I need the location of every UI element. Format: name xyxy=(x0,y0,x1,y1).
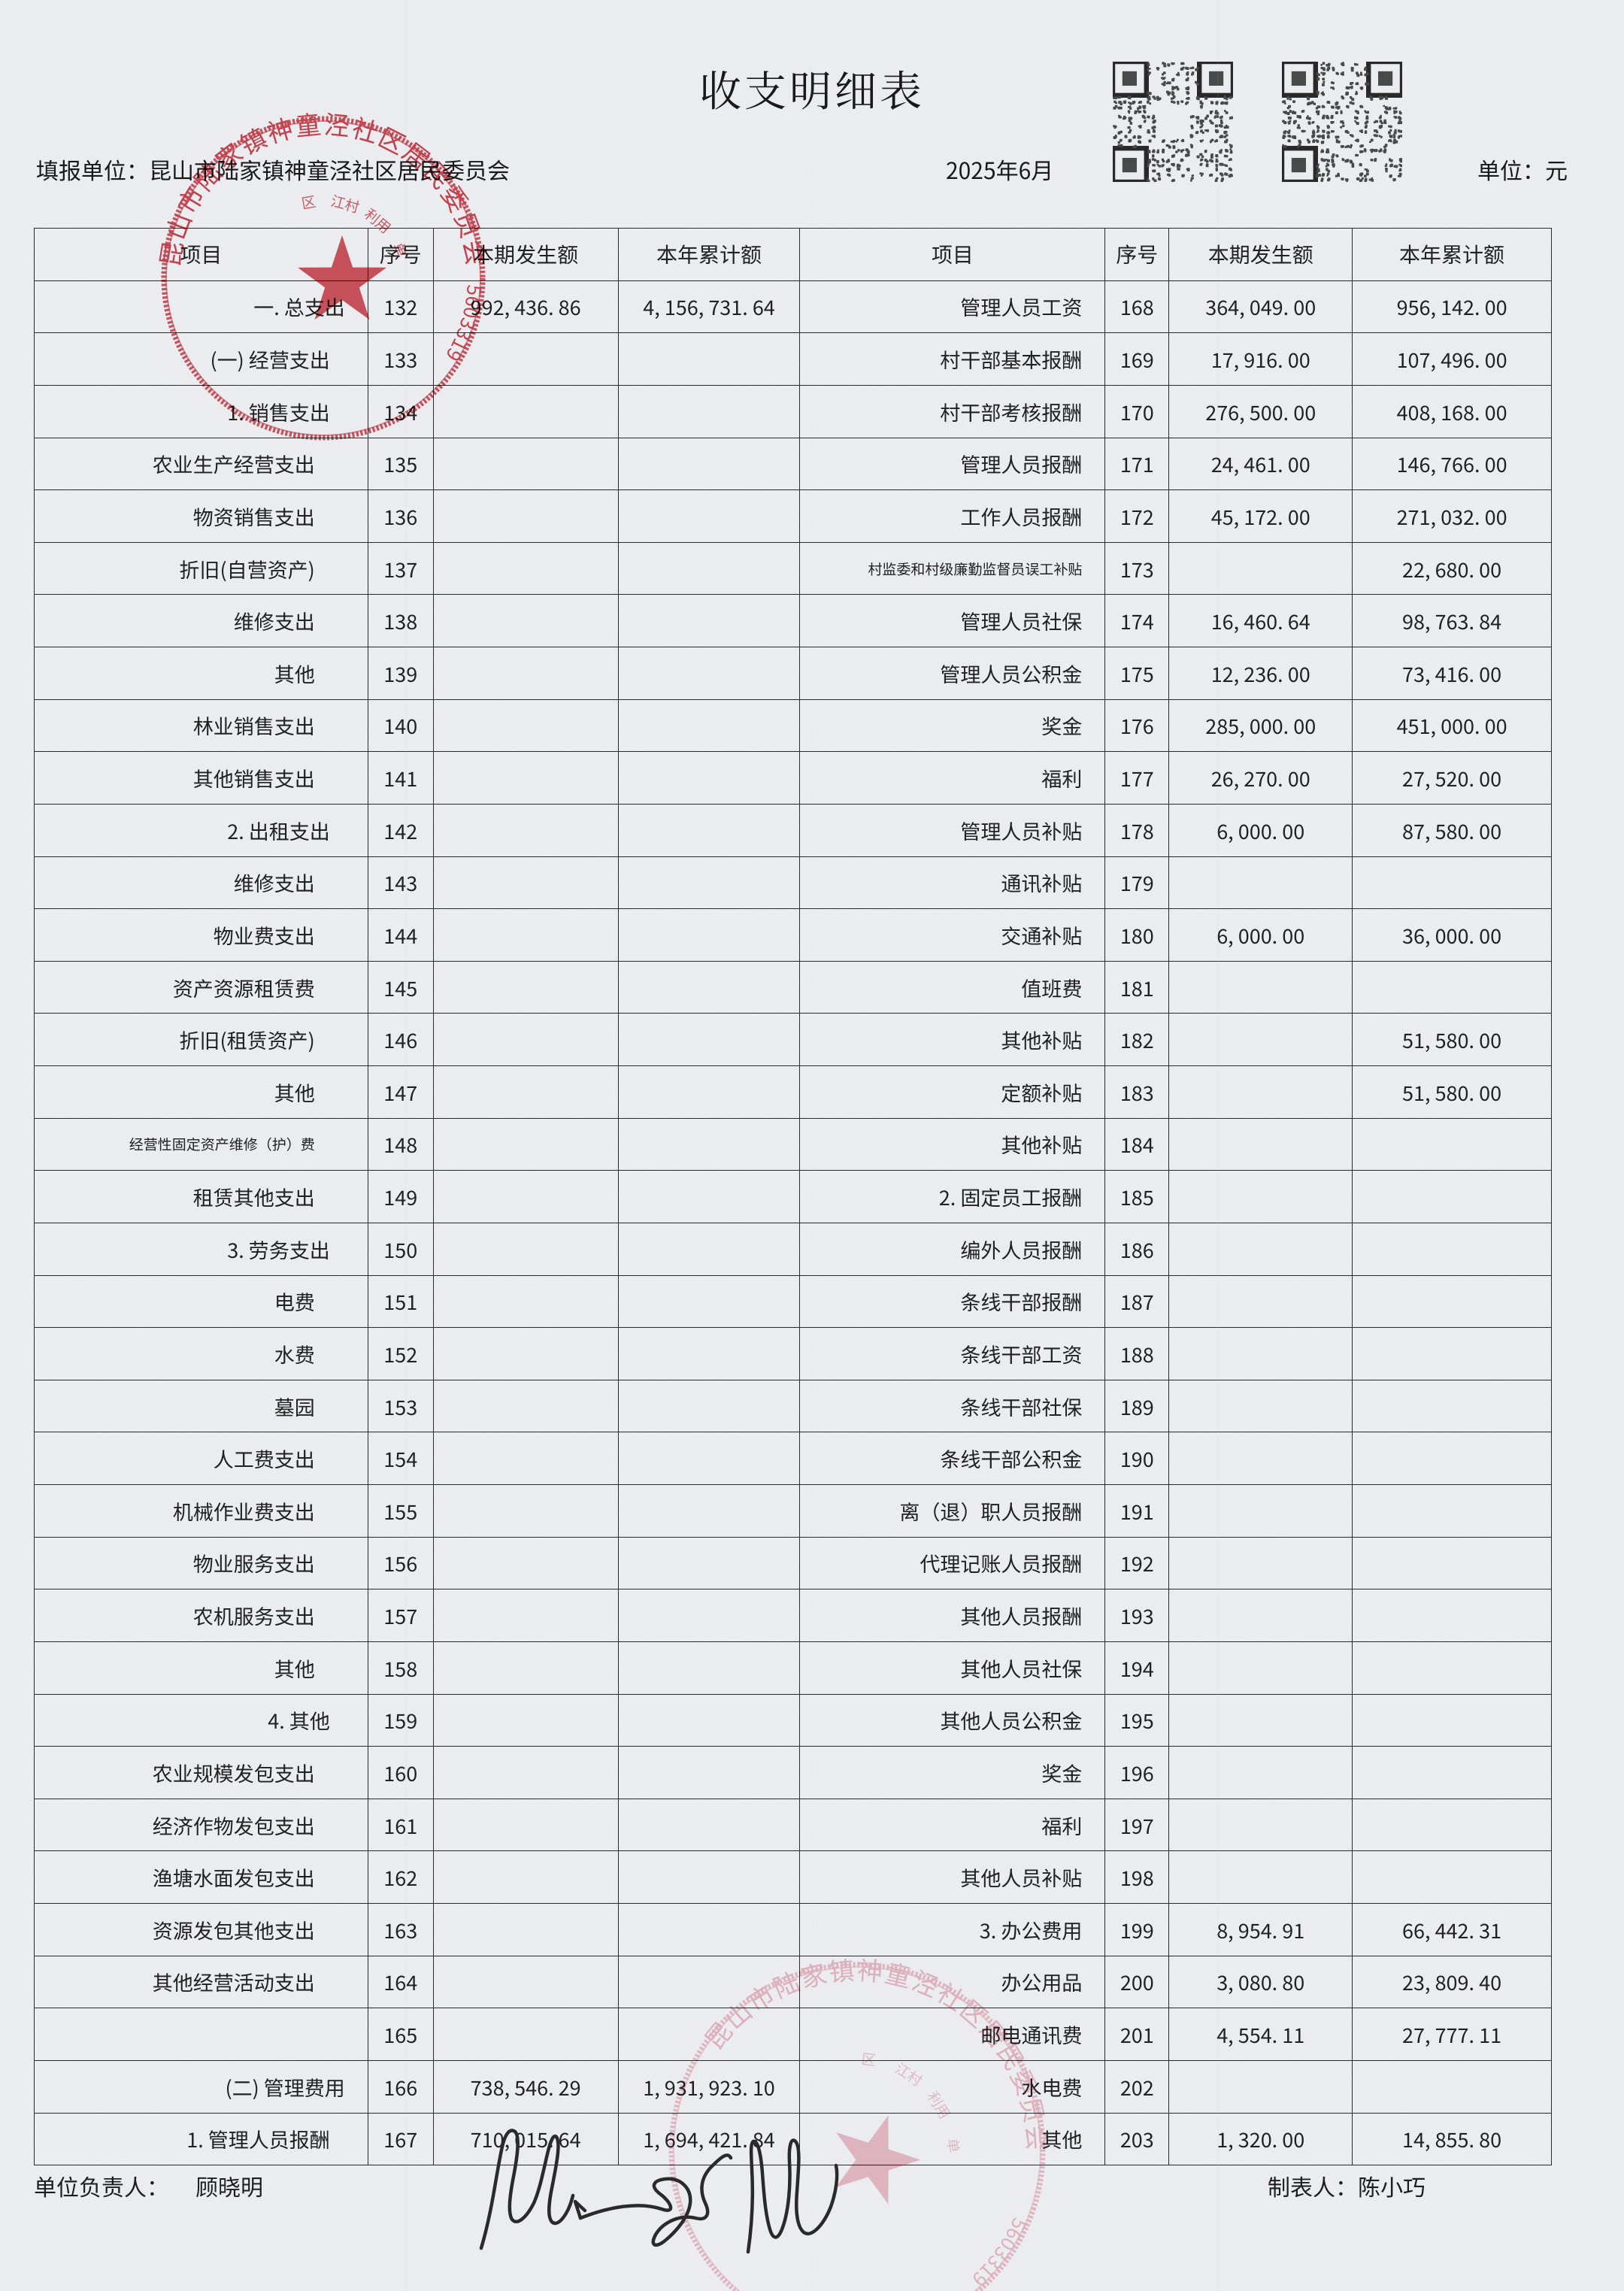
svg-text:区: 区 xyxy=(860,2048,877,2070)
svg-text:江村: 江村 xyxy=(329,190,362,217)
svg-text:昆山市陆家镇神童泾社区居民委员会: 昆山市陆家镇神童泾社区居民委员会 xyxy=(158,113,489,269)
svg-text:江村: 江村 xyxy=(892,2058,927,2090)
svg-text:区: 区 xyxy=(300,191,317,214)
svg-text:单: 单 xyxy=(943,2137,965,2153)
svg-text:单: 单 xyxy=(388,239,413,261)
svg-text:利用: 利用 xyxy=(360,204,395,238)
svg-text:利用: 利用 xyxy=(923,2087,956,2123)
svg-text:5603319: 5603319 xyxy=(962,2207,1035,2291)
